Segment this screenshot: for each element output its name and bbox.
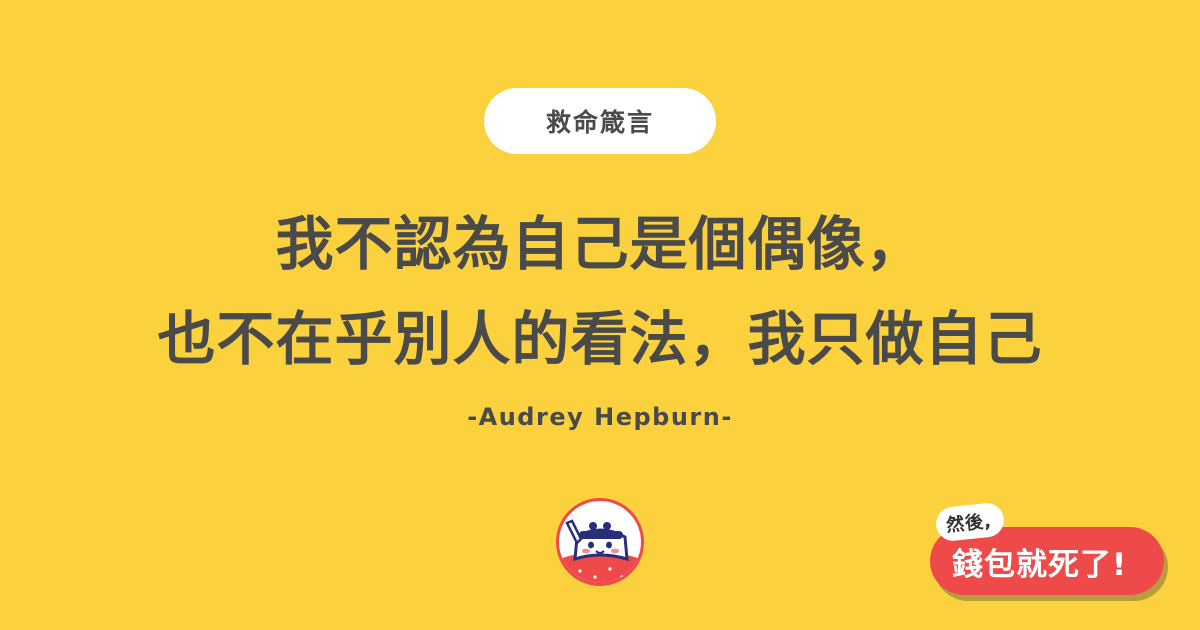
category-badge: 救命箴言 [484, 88, 716, 154]
quote-line-2: 也不在乎別人的看法，我只做自己 [157, 305, 1043, 373]
wallet-mascot-icon [556, 498, 644, 586]
quote-author: -Audrey Hepburn- [467, 403, 733, 431]
brand-logo-main-text: 錢包就死了! [952, 547, 1128, 583]
brand-logo: 然後, 錢包就死了! [920, 501, 1170, 605]
category-badge-label: 救命箴言 [545, 108, 654, 137]
quote-line-1: 我不認為自己是個偶像， [275, 210, 925, 278]
